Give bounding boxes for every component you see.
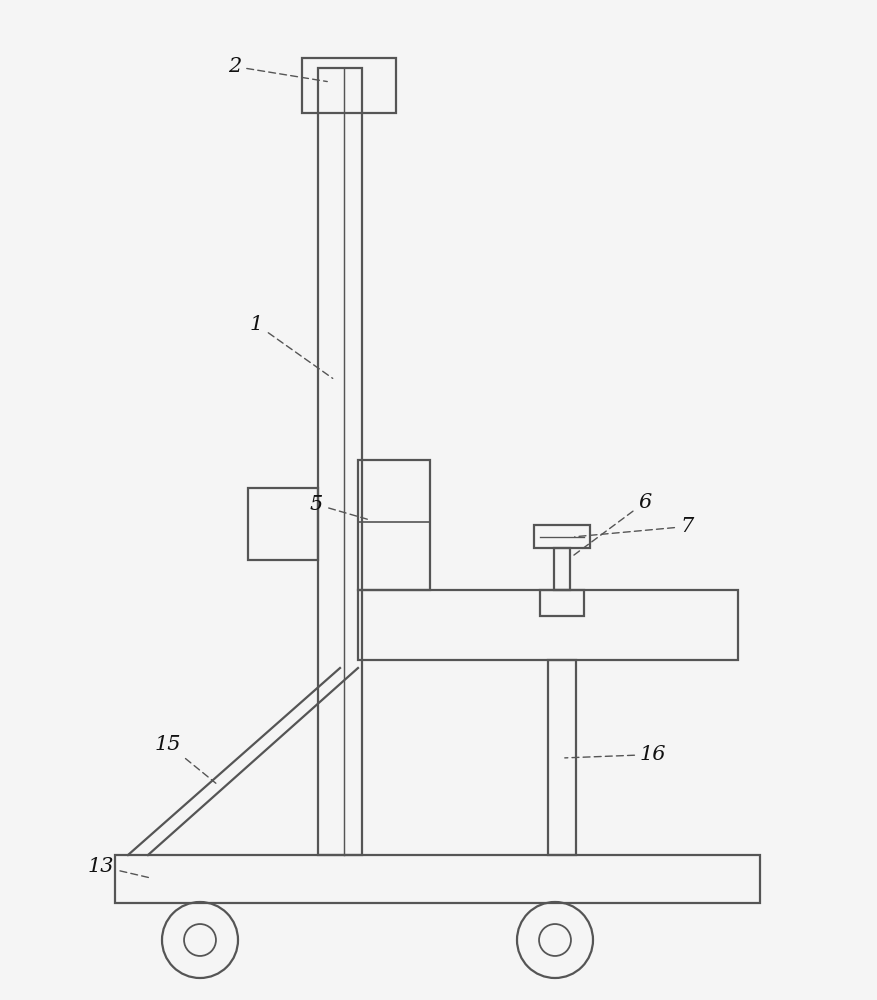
Text: 1: 1: [250, 315, 332, 378]
Text: 16: 16: [564, 745, 666, 764]
Text: 2: 2: [228, 57, 327, 82]
Bar: [115, 855, 759, 903]
Bar: [539, 590, 583, 616]
Bar: [358, 460, 430, 590]
Bar: [302, 58, 396, 113]
Text: 7: 7: [574, 517, 693, 537]
Text: 6: 6: [572, 493, 651, 556]
Bar: [247, 488, 317, 560]
Text: 15: 15: [155, 735, 216, 783]
Bar: [553, 548, 569, 590]
Bar: [533, 525, 589, 548]
Bar: [317, 68, 361, 855]
Bar: [547, 660, 575, 855]
Bar: [358, 590, 738, 660]
Text: 5: 5: [310, 495, 367, 519]
Text: 13: 13: [88, 857, 152, 878]
